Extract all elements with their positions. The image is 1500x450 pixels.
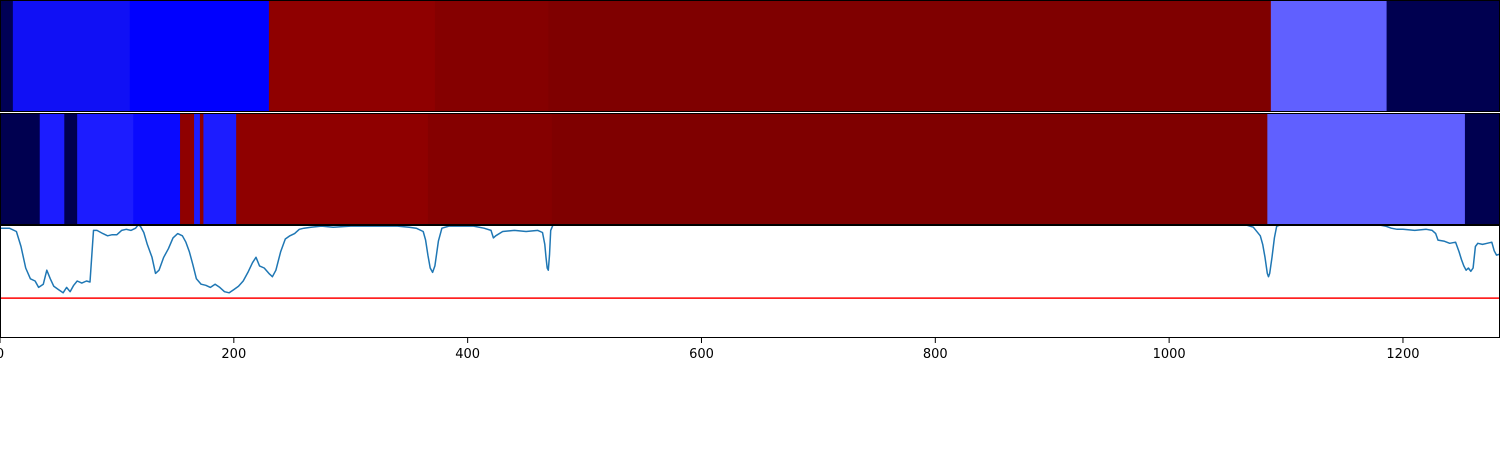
x-tick-label: 200 (221, 347, 246, 362)
heatmap-top-segment-4 (434, 0, 549, 112)
heatmap-top-segment-5 (548, 0, 1272, 112)
heatmap-top-segment-1 (12, 0, 131, 112)
heatmap-bottom-segment-7 (199, 113, 204, 225)
heatmap-bottom-segment-6 (194, 113, 201, 225)
heatmap-bottom-segment-5 (180, 113, 195, 225)
heatmap-bottom-strip (0, 113, 1500, 225)
heatmap-bottom-segment-8 (203, 113, 237, 225)
heatmap-bottom-segment-11 (551, 113, 1268, 225)
heatmap-top-segment-3 (268, 0, 436, 112)
heatmap-bottom-segment-1 (39, 113, 65, 225)
heatmap-top-segment-7 (1386, 0, 1500, 112)
x-tick-label: 600 (689, 347, 714, 362)
heatmap-top-strip (0, 0, 1500, 112)
heatmap-bottom-segment-2 (64, 113, 78, 225)
line-panel (0, 225, 1500, 338)
x-tick-label: 1200 (1386, 347, 1419, 362)
heatmap-top-segment-0 (0, 0, 14, 112)
line-panel-frame (0, 225, 1500, 338)
x-tick-label: 800 (923, 347, 948, 362)
series-line-0 (0, 225, 1500, 294)
heatmap-bottom-segment-9 (236, 113, 429, 225)
x-tick-label: 400 (455, 347, 480, 362)
x-axis: 0 200 400 600 800 1000 1200 (0, 338, 1420, 362)
heatmap-bottom-segment-0 (0, 113, 41, 225)
heatmap-bottom-segment-12 (1267, 113, 1466, 225)
x-tick-label: 1000 (1153, 347, 1186, 362)
x-tick-label: 0 (0, 347, 4, 362)
heatmap-bottom-segment-13 (1464, 113, 1500, 225)
heatmap-bottom-segment-3 (77, 113, 134, 225)
heatmap-top-segment-6 (1270, 0, 1388, 112)
heatmap-top-segment-2 (129, 0, 270, 112)
heatmap-bottom-segment-4 (133, 113, 181, 225)
heatmap-bottom-segment-10 (427, 113, 553, 225)
